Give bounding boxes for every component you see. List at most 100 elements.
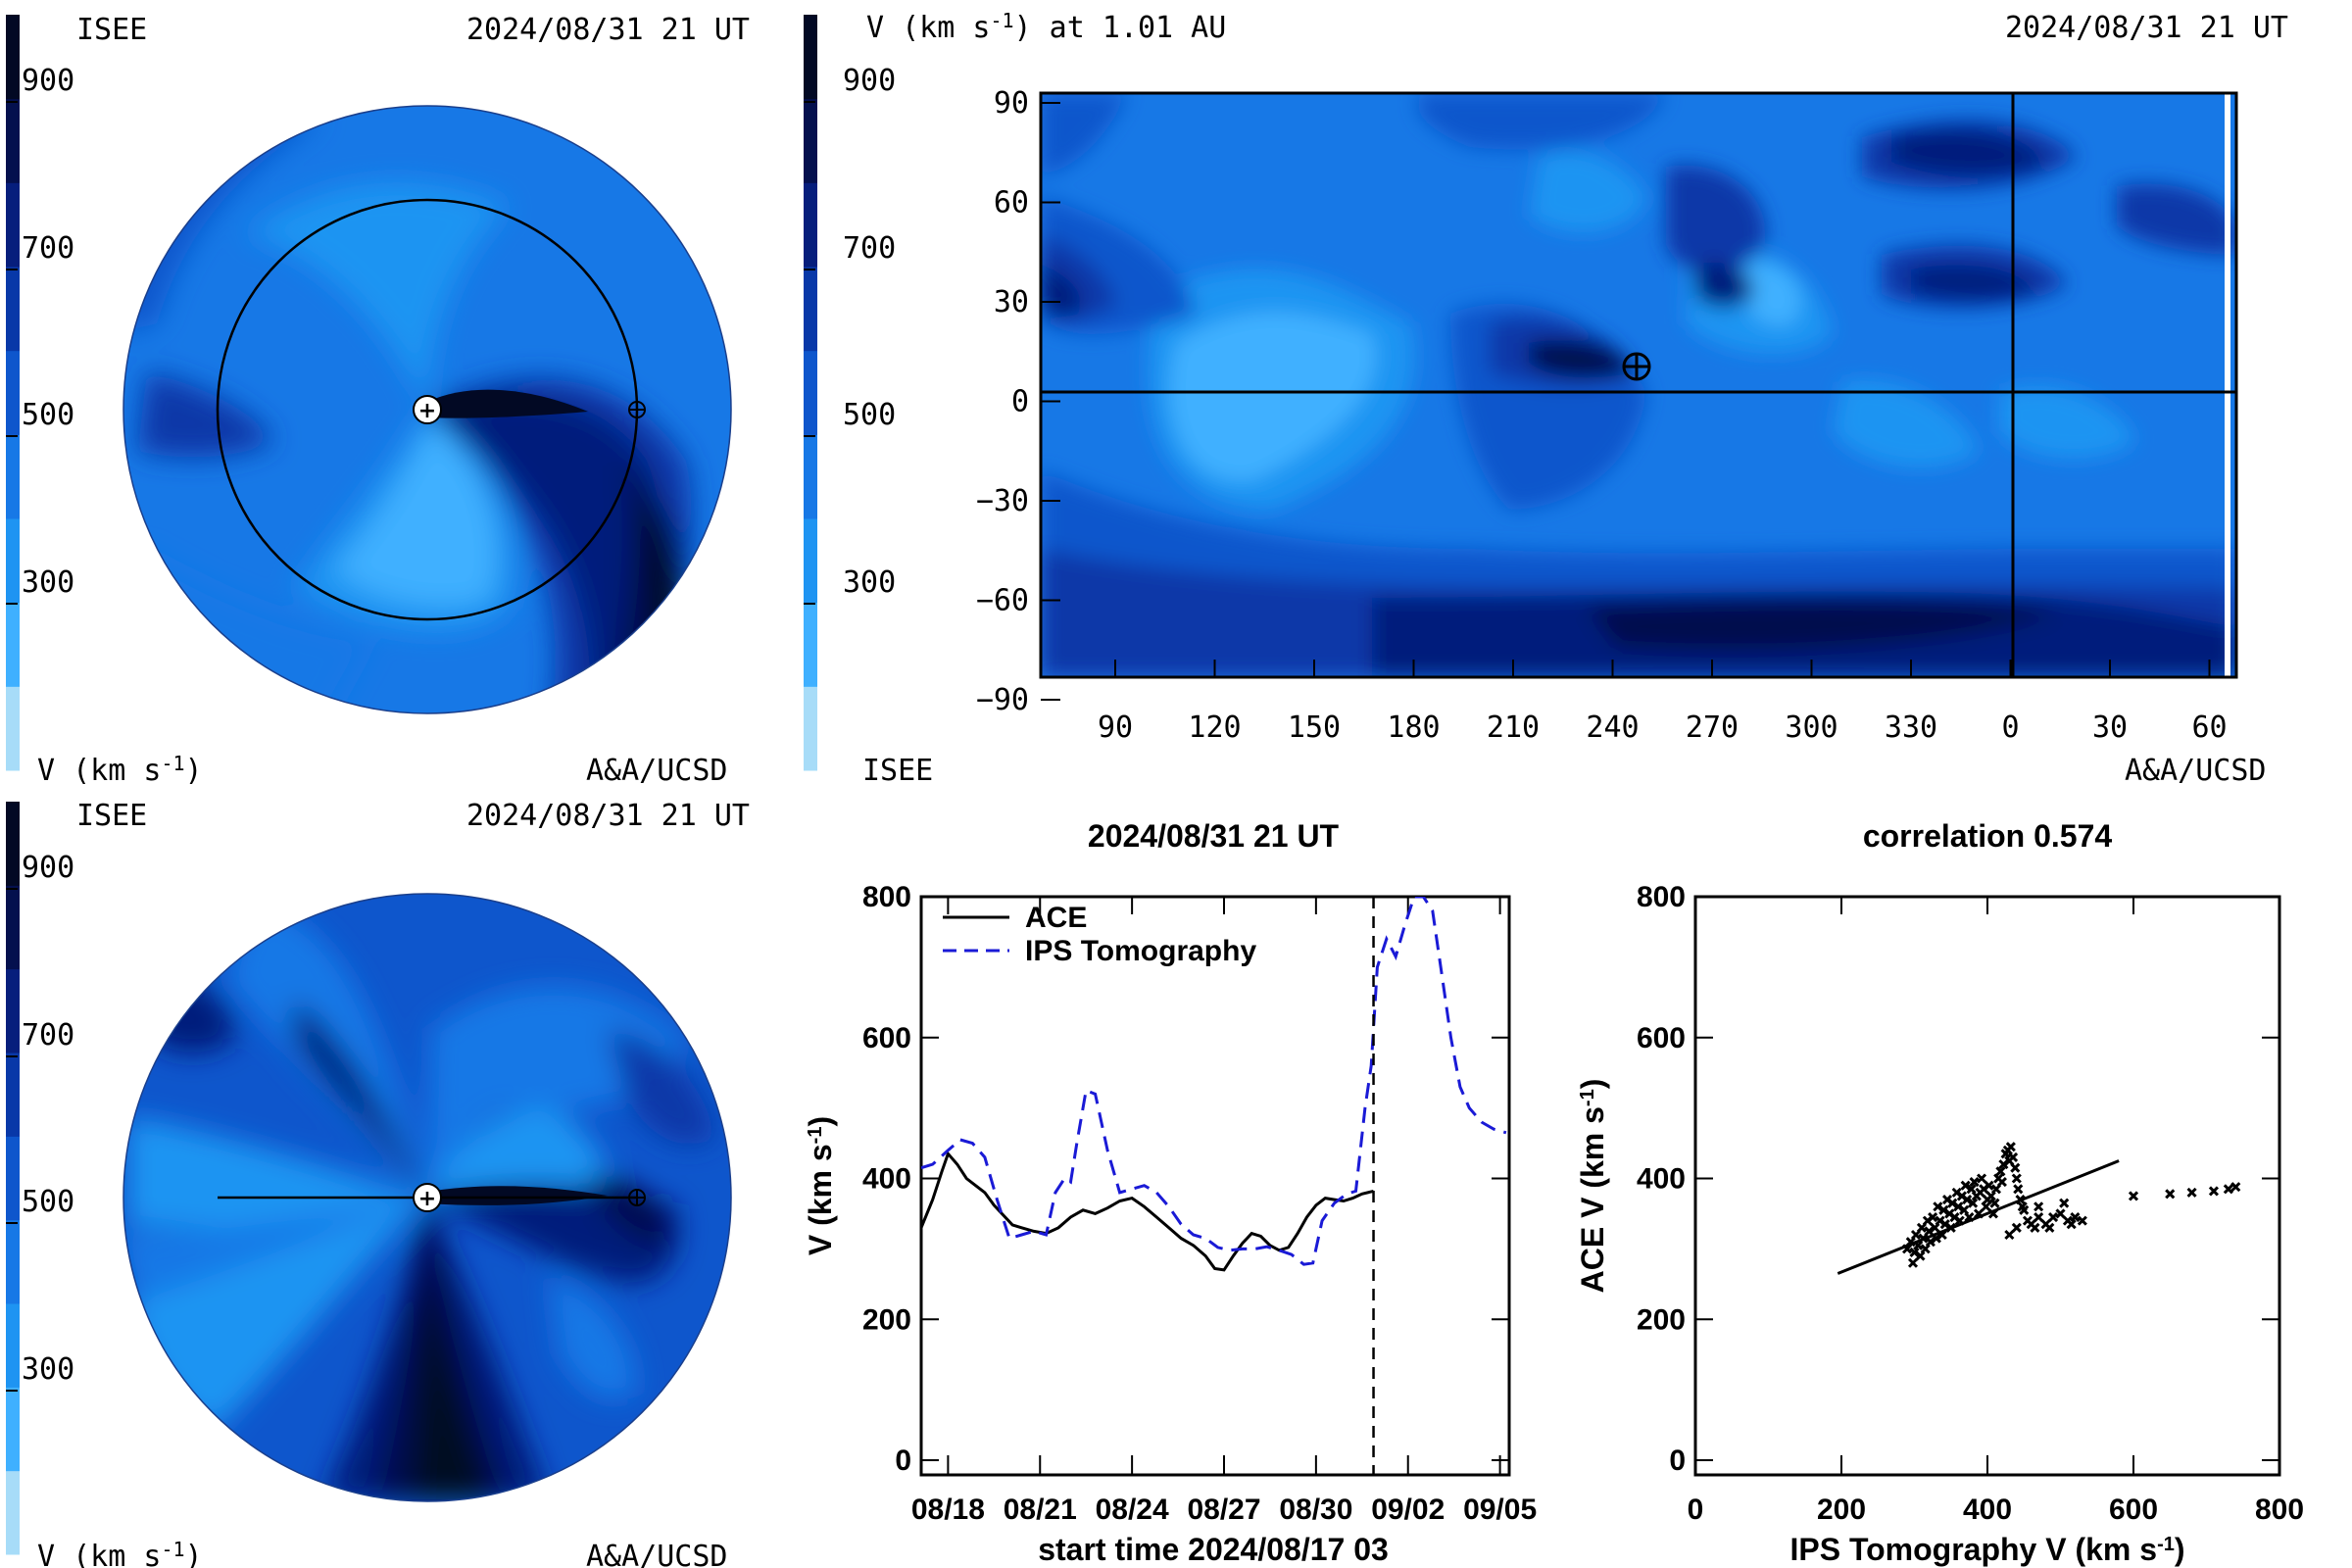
map-frame (1039, 91, 2238, 679)
scatter-point (2034, 1211, 2044, 1223)
meridional-velocity-map: + (122, 893, 732, 1502)
map-region (2117, 183, 2236, 255)
lon-tick-label: 270 (1686, 710, 1739, 745)
map-region (1588, 601, 2058, 651)
sc-xtick-label: 0 (1688, 1494, 1704, 1526)
colorbar-tick-label: 900 (843, 64, 896, 98)
bl-region (127, 1198, 427, 1431)
colorbar-swatch (6, 885, 20, 970)
lon-tick-label: 300 (1785, 710, 1838, 745)
date-label-top-right: 2024/08/31 21 UT (2005, 11, 2288, 45)
scatter-point (2011, 1222, 2022, 1233)
ts-xtick-label: 08/21 (1004, 1494, 1077, 1526)
scatter-point (1947, 1198, 1958, 1208)
credit-top-left: A&A/UCSD (586, 754, 728, 788)
tl-region (137, 372, 274, 458)
scatter-point (2019, 1204, 2030, 1215)
longitude-axis: 90 120 150 180 210 240 270 300 330 0 30 60 (1098, 660, 2228, 745)
map-edge-strip (2225, 93, 2230, 677)
date-label-top-left: 2024/08/31 21 UT (466, 13, 750, 47)
scatter-point (1998, 1159, 2009, 1170)
scatter-point (1960, 1180, 1971, 1191)
lat-tick-label: −90 (976, 683, 1029, 717)
colorbar-swatch (6, 1136, 20, 1221)
colorbar-swatch (804, 267, 817, 352)
credit-bottom-left: A&A/UCSD (586, 1540, 728, 1568)
scatter-point (2010, 1162, 2021, 1173)
colorbar-swatch (804, 98, 817, 183)
colorbar-tick-label: 300 (22, 565, 74, 600)
scatter-point (2128, 1191, 2139, 1201)
sc-xtick-label: 200 (1817, 1494, 1866, 1526)
lat-tick-label: 0 (1011, 385, 1029, 419)
colorbar-tick-label: 700 (22, 1018, 74, 1053)
legend-ace-label: ACE (1025, 902, 1087, 934)
colorbar-swatch (6, 1387, 20, 1472)
map-region (1529, 340, 1632, 378)
map-region (1529, 150, 1646, 233)
tl-region (427, 397, 664, 713)
colorbar-swatch (804, 15, 817, 100)
ace-series-line (921, 1151, 1374, 1272)
lat-tick-label: 60 (994, 186, 1029, 220)
lat-tick-label: −30 (976, 484, 1029, 518)
lon-tick-label: 240 (1586, 710, 1639, 745)
scatter-point (1939, 1219, 1950, 1230)
colorbar-swatch (804, 518, 817, 604)
colorbar-swatch (6, 434, 20, 519)
ts-ytick-label: 600 (862, 1022, 911, 1054)
unit-label-top-left: V (km s-1) (37, 752, 203, 788)
ts-xtick-label: 09/02 (1371, 1494, 1445, 1526)
sun-marker-icon (413, 1183, 442, 1212)
scatter-point (2011, 1173, 2022, 1184)
map-region (1666, 165, 1766, 274)
scatter-point (1962, 1194, 1973, 1205)
ecliptic-velocity-map: + (122, 105, 732, 714)
colorbar-swatch (6, 1219, 20, 1304)
scatter-point (1995, 1166, 2006, 1177)
ts-ytick-label: 0 (895, 1445, 911, 1477)
scatter-point (1928, 1211, 1938, 1223)
scatter-axes: 0 200 400 600 800 0 200 400 600 800 (1637, 881, 2304, 1526)
colorbar-swatch (6, 267, 20, 352)
scatter-point (2004, 1229, 2015, 1241)
bl-region (294, 1000, 427, 1198)
sun-plus-icon: + (418, 1187, 436, 1211)
scatter-point (2070, 1211, 2081, 1223)
sc-ytick-label: 200 (1637, 1303, 1686, 1336)
scatter-point (2034, 1201, 2044, 1212)
correlation-scatter: correlation 0.574 0 200 400 600 800 0 200 400 60… (1575, 818, 2304, 1567)
timeseries-ylabel: V (km s-1) (803, 1116, 838, 1255)
ts-ytick-label: 800 (862, 881, 911, 913)
ts-ytick-label: 400 (862, 1163, 911, 1196)
colorbar-tick-label: 900 (22, 64, 74, 98)
map-region (1911, 266, 2038, 299)
sc-ytick-label: 800 (1637, 881, 1686, 913)
scatter-point (1953, 1201, 1964, 1212)
scatter-xlabel: IPS Tomography V (km s-1) (1789, 1532, 2184, 1567)
colorbar-swatch (6, 602, 20, 687)
bl-region (127, 1117, 427, 1229)
colorbar-swatch (6, 1303, 20, 1388)
scatter-ylabel: ACE V (km s-1) (1575, 1079, 1610, 1294)
lat-tick-label: 90 (994, 86, 1029, 121)
lat-tick-label: 30 (994, 285, 1029, 319)
bl-region (608, 1029, 715, 1145)
timeseries-frame (919, 895, 1511, 1477)
org-label-top-left: ISEE (76, 13, 147, 47)
bl-core (427, 1186, 608, 1205)
scatter-title: correlation 0.574 (1863, 818, 2113, 854)
scatter-point (2055, 1208, 2066, 1219)
colorbar-top-left: 900 700 500 300 (6, 15, 74, 771)
colorbar-tick-label: 500 (22, 398, 74, 432)
scatter-point (1924, 1226, 1935, 1237)
sun-plus-icon: + (418, 399, 436, 423)
ts-xtick-label: 08/27 (1187, 1494, 1260, 1526)
tl-region (245, 182, 510, 410)
scatter-point (2165, 1189, 2176, 1200)
lon-tick-label: 210 (1487, 710, 1540, 745)
scatter-point (2077, 1215, 2087, 1226)
scatter-point (1996, 1177, 2007, 1188)
lon-tick-label: 30 (2092, 710, 2128, 745)
colorbar-swatch (6, 1470, 20, 1555)
